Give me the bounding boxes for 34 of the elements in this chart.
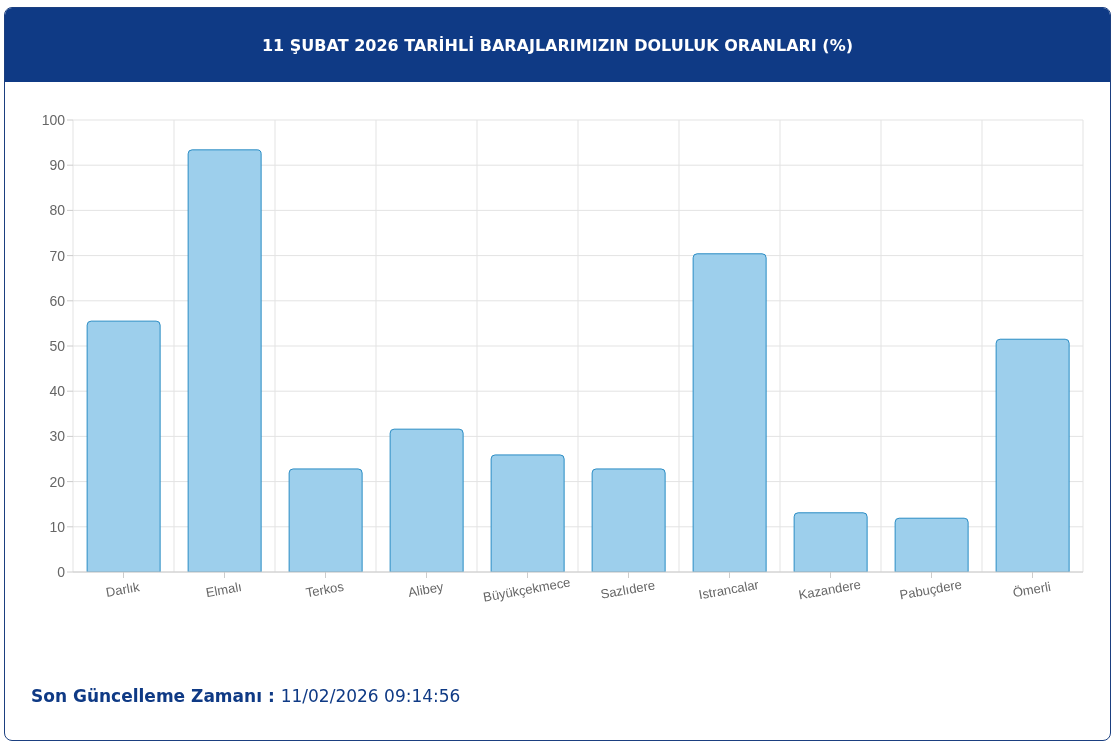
bar [894,517,969,572]
x-tick-label: Ömerli [1011,578,1052,601]
x-tick-label: Sazlıdere [599,577,657,602]
x-tick-label: Elmalı [204,579,243,601]
x-tick-label: Alibey [406,579,445,601]
bar [591,468,666,572]
y-tick-label: 60 [49,292,66,309]
bar [389,428,464,572]
bar [490,454,565,572]
x-tick-label: Darlık [104,579,142,600]
bar [692,253,767,572]
x-tick-label: Büyükçekmece [482,574,572,605]
y-tick-label: 0 [57,563,66,580]
bar [187,149,262,572]
bar [793,512,868,572]
bar [86,320,161,572]
bar [288,468,363,572]
y-tick-label: 70 [49,247,66,264]
chart-title: 11 ŞUBAT 2026 TARİHLİ BARAJLARIMIZIN DOLULUK ORANLARI (%) [5,8,1110,82]
x-tick-label: Terkos [304,578,346,601]
y-tick-label: 40 [49,383,66,400]
y-tick-label: 50 [49,337,66,354]
y-tick-label: 20 [49,473,66,490]
text: 11/02/2026 09:14:56 [280,686,461,706]
y-tick-label: 100 [41,111,66,128]
y-tick-label: 10 [49,518,66,535]
y-tick-label: 90 [49,157,66,174]
x-tick-label: Kazandere [797,576,862,603]
y-tick-label: 30 [49,428,66,445]
bar [995,338,1070,572]
x-tick-label: Pabuçdere [898,576,963,603]
y-tick-label: 80 [49,202,66,219]
text: Son Güncelleme Zamanı : [31,686,275,706]
x-tick-label: Istrancalar [697,576,761,603]
